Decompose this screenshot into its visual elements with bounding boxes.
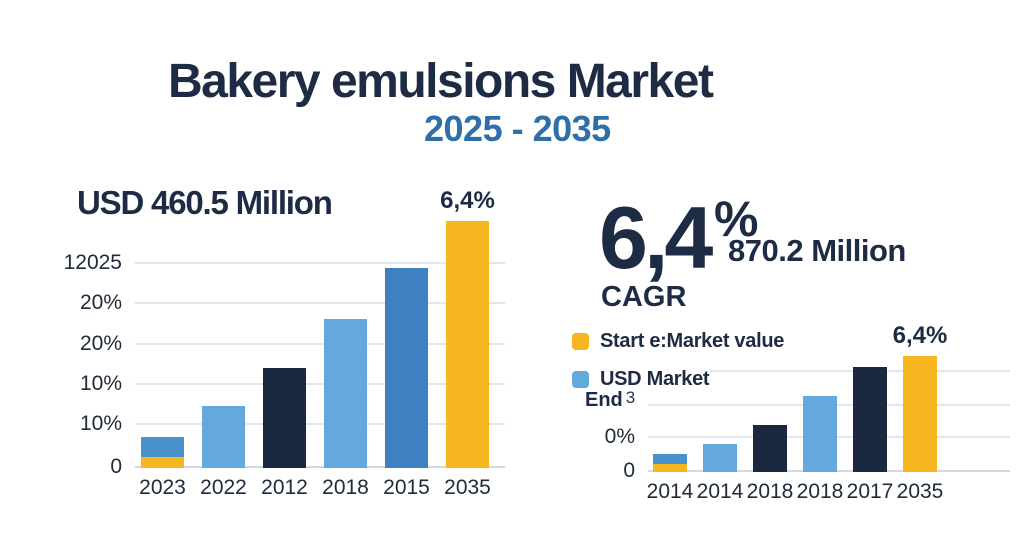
market-bar-chart-right: 0 0% 2014 2014 2018 2018 2017 2035 6,4% — [605, 324, 1010, 503]
bar-2012: 2012 — [261, 212, 308, 498]
page-subtitle: 2025 - 2035 — [424, 108, 611, 149]
bar-2014: 2014 — [697, 347, 743, 502]
market-bar-chart-left: 0 10% 10% 20% 20% 12025 2023 2022 2012 2018 2015 20… — [64, 188, 505, 498]
bar-2015: 2015 — [383, 212, 430, 498]
x-axis-label: 2015 — [383, 476, 430, 499]
x-axis-label: 2014 — [646, 480, 694, 503]
bar-segment-light_blue — [324, 319, 367, 468]
y-tick-label: 10% — [79, 412, 122, 435]
bar-2018: 2018 — [322, 212, 369, 498]
cagr-big-value: 6,4 — [599, 188, 713, 287]
bar-segment-yellow — [446, 220, 489, 468]
left-market-size-heading: USD 460.5 Million — [77, 184, 333, 221]
legend-swatch-blue — [572, 371, 589, 388]
bar-segment-navy — [263, 367, 306, 468]
bar-2014: 2014 — [647, 347, 693, 502]
legend-label: USD Market — [600, 368, 710, 390]
end-axis-label: End 3 — [585, 388, 636, 412]
legend-item-start-market-value: Start e:Market value — [572, 330, 784, 353]
x-axis-label: 2022 — [200, 476, 247, 499]
x-axis-label: 2014 — [696, 480, 744, 503]
y-tick-label: 12025 — [63, 250, 122, 274]
gridline — [135, 261, 505, 264]
y-tick-label: 10% — [79, 372, 122, 396]
bar-segment-steel_blue — [141, 437, 184, 457]
bar-segment-light_blue — [703, 444, 737, 472]
bar-2035: 2035 6,4% — [440, 188, 495, 498]
legend-label: Start e:Market value — [600, 330, 785, 352]
bar-2035: 2035 6,4% — [893, 324, 948, 503]
page-title: Bakery emulsions Market — [168, 55, 714, 108]
bar-segment-steel_blue — [653, 454, 687, 464]
y-tick-label: 20% — [79, 290, 122, 314]
bar-annotation: 6,4% — [892, 322, 948, 349]
bar-annotation: 6,4% — [440, 186, 495, 214]
bar-2023: 2023 — [139, 212, 186, 498]
gridline — [135, 466, 505, 468]
x-axis-label: 2035 — [896, 480, 944, 503]
gridline — [135, 423, 505, 425]
x-axis-label: 2035 — [444, 476, 491, 499]
bar-segment-navy — [753, 425, 787, 472]
bar-2017: 2017 — [847, 347, 893, 502]
cagr-percent-sign: % — [714, 191, 759, 247]
x-axis-label: 2018 — [796, 480, 844, 503]
gridline — [135, 301, 505, 304]
bar-2018: 2018 — [797, 347, 843, 502]
gridline — [135, 343, 505, 346]
x-axis-label: 2017 — [846, 480, 894, 503]
chart-legend: Start e:Market value USD Market — [572, 330, 784, 406]
y-tick-label: 0 — [623, 459, 635, 482]
y-tick-label: 20% — [79, 332, 122, 356]
market-value-text: 870.2 Million — [728, 233, 906, 268]
cagr-label: CAGR — [601, 281, 687, 313]
x-axis-label: 2023 — [139, 476, 186, 499]
bar-2022: 2022 — [200, 212, 247, 498]
bar-2018: 2018 — [747, 347, 793, 502]
end-label-superscript: 3 — [625, 388, 636, 407]
bars-group: 2023 2022 2012 2018 2015 2035 6,4% — [135, 188, 505, 498]
bar-segment-yellow — [653, 464, 687, 472]
bars-group: 2014 2014 2018 2018 2017 2035 6,4% — [647, 324, 1010, 503]
bar-segment-yellow — [141, 457, 184, 468]
legend-swatch-yellow — [572, 333, 589, 350]
x-axis-label: 2012 — [261, 476, 308, 499]
bar-segment-mid_blue — [385, 268, 428, 468]
x-axis-label: 2018 — [322, 476, 369, 499]
gridline — [135, 383, 505, 386]
bar-segment-light_blue — [803, 396, 837, 472]
legend-item-usd-market: USD Market — [572, 368, 784, 391]
x-axis-label: 2018 — [746, 480, 794, 503]
bar-segment-navy — [853, 367, 887, 472]
y-tick-label: 0% — [604, 425, 635, 448]
bar-segment-light_blue — [202, 406, 245, 468]
y-tick-label: 0 — [110, 455, 122, 478]
end-label-text: End — [585, 389, 623, 411]
bar-segment-yellow — [903, 356, 937, 472]
